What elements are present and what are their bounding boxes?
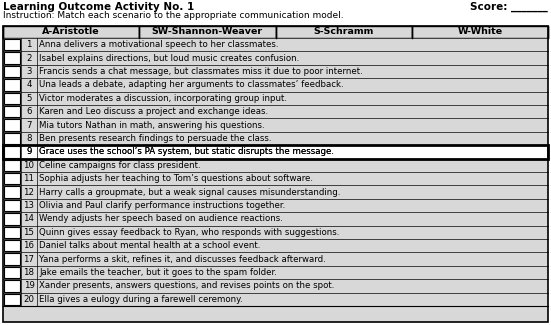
- Text: Ben presents research findings to persuade the class.: Ben presents research findings to persua…: [39, 134, 272, 143]
- Bar: [4, 79, 20, 91]
- Text: Mia tutors Nathan in math, answering his questions.: Mia tutors Nathan in math, answering his…: [39, 121, 264, 130]
- Bar: [3, 279, 548, 292]
- Bar: [3, 78, 548, 92]
- Text: Learning Outcome Activity No. 1: Learning Outcome Activity No. 1: [3, 2, 195, 12]
- Text: Score: _______: Score: _______: [470, 2, 548, 12]
- Bar: [139, 26, 276, 38]
- Bar: [4, 173, 20, 184]
- Text: 14: 14: [24, 214, 35, 223]
- Bar: [4, 106, 20, 117]
- Bar: [4, 227, 20, 238]
- Bar: [3, 292, 548, 306]
- Text: Karen and Leo discuss a project and exchange ideas.: Karen and Leo discuss a project and exch…: [39, 107, 268, 116]
- Bar: [3, 145, 548, 159]
- Text: 1: 1: [26, 40, 32, 49]
- Bar: [3, 145, 548, 159]
- Text: S-Schramm: S-Schramm: [314, 28, 374, 36]
- Bar: [3, 266, 548, 279]
- Text: Quinn gives essay feedback to Ryan, who responds with suggestions.: Quinn gives essay feedback to Ryan, who …: [39, 228, 339, 237]
- Text: Yana performs a skit, refines it, and discusses feedback afterward.: Yana performs a skit, refines it, and di…: [39, 254, 326, 264]
- Text: A-Aristotle: A-Aristotle: [42, 28, 100, 36]
- Bar: [4, 160, 20, 171]
- Text: 9: 9: [26, 148, 32, 156]
- Bar: [4, 280, 20, 292]
- Text: 4: 4: [26, 80, 32, 89]
- Bar: [3, 185, 548, 199]
- Bar: [4, 254, 20, 265]
- Text: Anna delivers a motivational speech to her classmates.: Anna delivers a motivational speech to h…: [39, 40, 278, 49]
- Text: Jake emails the teacher, but it goes to the spam folder.: Jake emails the teacher, but it goes to …: [39, 268, 277, 277]
- Text: 12: 12: [24, 188, 35, 197]
- Text: Daniel talks about mental health at a school event.: Daniel talks about mental health at a sc…: [39, 241, 261, 250]
- Bar: [412, 26, 548, 38]
- Text: 18: 18: [24, 268, 35, 277]
- Text: Francis sends a chat message, but classmates miss it due to poor internet.: Francis sends a chat message, but classm…: [39, 67, 363, 76]
- Text: W-White: W-White: [457, 28, 503, 36]
- Bar: [3, 65, 548, 78]
- Text: Harry calls a groupmate, but a weak signal causes misunderstanding.: Harry calls a groupmate, but a weak sign…: [39, 188, 341, 197]
- Text: Sophia adjusts her teaching to Tom’s questions about software.: Sophia adjusts her teaching to Tom’s que…: [39, 174, 313, 183]
- Bar: [4, 187, 20, 198]
- Bar: [3, 118, 548, 132]
- Bar: [4, 267, 20, 278]
- Bar: [4, 119, 20, 131]
- Bar: [3, 159, 548, 172]
- Bar: [3, 253, 548, 266]
- Text: Isabel explains directions, but loud music creates confusion.: Isabel explains directions, but loud mus…: [39, 54, 299, 63]
- Bar: [3, 105, 548, 118]
- Text: Grace uses the school’s PA system, but static disrupts the message.: Grace uses the school’s PA system, but s…: [39, 148, 334, 156]
- Text: 20: 20: [24, 295, 35, 304]
- Bar: [3, 239, 548, 253]
- Text: Ella gives a eulogy during a farewell ceremony.: Ella gives a eulogy during a farewell ce…: [39, 295, 242, 304]
- Bar: [4, 213, 20, 225]
- Bar: [3, 38, 548, 51]
- Text: 3: 3: [26, 67, 32, 76]
- Text: 16: 16: [24, 241, 35, 250]
- Text: 6: 6: [26, 107, 32, 116]
- Text: 11: 11: [24, 174, 35, 183]
- Text: 13: 13: [24, 201, 35, 210]
- Bar: [3, 226, 548, 239]
- Text: Instruction: Match each scenario to the appropriate communication model.: Instruction: Match each scenario to the …: [3, 11, 344, 20]
- Text: Wendy adjusts her speech based on audience reactions.: Wendy adjusts her speech based on audien…: [39, 214, 283, 223]
- Bar: [4, 200, 20, 211]
- Text: 9: 9: [26, 148, 32, 156]
- Text: SW-Shannon-Weaver: SW-Shannon-Weaver: [152, 28, 263, 36]
- Text: Olivia and Paul clarify performance instructions together.: Olivia and Paul clarify performance inst…: [39, 201, 285, 210]
- Bar: [3, 92, 548, 105]
- Text: 10: 10: [24, 161, 35, 170]
- Bar: [4, 39, 20, 50]
- Text: 17: 17: [24, 254, 35, 264]
- Bar: [3, 132, 548, 145]
- Bar: [4, 146, 20, 158]
- Bar: [3, 172, 548, 185]
- Text: Celine campaigns for class president.: Celine campaigns for class president.: [39, 161, 201, 170]
- Bar: [3, 26, 139, 38]
- Bar: [3, 51, 548, 65]
- Bar: [4, 146, 20, 158]
- Text: 7: 7: [26, 121, 32, 130]
- Bar: [4, 133, 20, 144]
- Text: Victor moderates a discussion, incorporating group input.: Victor moderates a discussion, incorpora…: [39, 94, 287, 103]
- Bar: [3, 199, 548, 212]
- Bar: [4, 52, 20, 64]
- Text: 5: 5: [26, 94, 32, 103]
- Bar: [276, 26, 412, 38]
- Text: Una leads a debate, adapting her arguments to classmates’ feedback.: Una leads a debate, adapting her argumen…: [39, 80, 344, 89]
- Bar: [4, 66, 20, 77]
- Bar: [3, 212, 548, 226]
- Text: 15: 15: [24, 228, 35, 237]
- Text: 8: 8: [26, 134, 32, 143]
- Text: 19: 19: [24, 281, 34, 291]
- Text: Xander presents, answers questions, and revises points on the spot.: Xander presents, answers questions, and …: [39, 281, 334, 291]
- Bar: [4, 293, 20, 305]
- Bar: [4, 93, 20, 104]
- Text: Grace uses the school’s PA system, but static disrupts the message.: Grace uses the school’s PA system, but s…: [39, 148, 334, 156]
- Bar: [4, 240, 20, 252]
- Text: 2: 2: [26, 54, 32, 63]
